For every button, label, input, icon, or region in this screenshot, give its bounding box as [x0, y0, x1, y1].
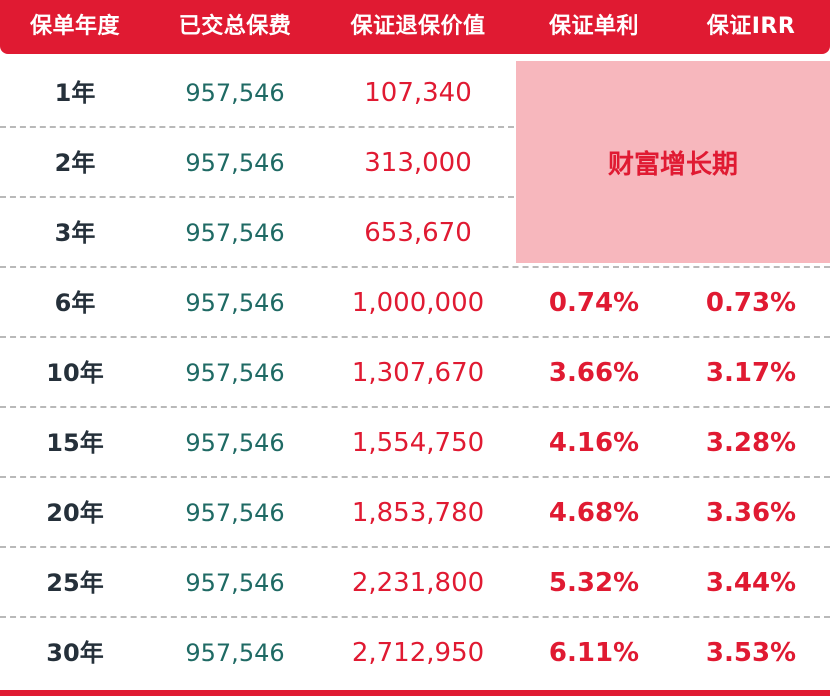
header-surrender-value: 保证退保价值 [350, 14, 486, 39]
table-row: 6年 957,546 1,000,000 0.74% 0.73% [0, 268, 830, 338]
row-divider [0, 476, 830, 478]
cell-year: 3年 [54, 219, 96, 247]
cell-value: 2,231,800 [351, 568, 485, 598]
header-policy-year: 保单年度 [29, 14, 120, 39]
row-divider [0, 546, 830, 548]
cell-year: 1年 [54, 79, 96, 107]
cell-irr [672, 58, 830, 128]
cell-simple [516, 128, 672, 198]
table-bottom-border [0, 690, 830, 696]
cell-premium: 957,546 [185, 219, 285, 247]
cell-year: 10年 [46, 359, 104, 387]
cell-simple: 6.11% [548, 638, 640, 668]
header-total-premium: 已交总保费 [178, 14, 292, 39]
cell-year: 6年 [54, 289, 96, 317]
row-divider [0, 196, 514, 198]
cell-simple: 4.16% [548, 428, 640, 458]
cell-irr [672, 198, 830, 268]
cell-simple: 4.68% [548, 498, 640, 528]
table-row: 3年 957,546 653,670 [0, 198, 830, 268]
table-header: 保单年度 已交总保费 保证退保价值 保证单利 保证IRR [0, 0, 830, 54]
cell-premium: 957,546 [185, 429, 285, 457]
cell-irr: 0.73% [705, 288, 797, 318]
row-divider [0, 126, 514, 128]
cell-premium: 957,546 [185, 289, 285, 317]
cell-year: 30年 [46, 639, 104, 667]
cell-premium: 957,546 [185, 79, 285, 107]
cell-irr: 3.53% [705, 638, 797, 668]
cell-value: 1,554,750 [351, 428, 485, 458]
cell-simple [516, 198, 672, 268]
row-divider [0, 406, 830, 408]
cell-simple [516, 58, 672, 128]
cell-irr: 3.17% [705, 358, 797, 388]
cell-simple: 0.74% [548, 288, 640, 318]
table-row: 30年 957,546 2,712,950 6.11% 3.53% [0, 618, 830, 688]
cell-premium: 957,546 [185, 639, 285, 667]
row-divider [0, 616, 830, 618]
table-row: 2年 957,546 313,000 [0, 128, 830, 198]
cell-irr: 3.44% [705, 568, 797, 598]
table-row: 10年 957,546 1,307,670 3.66% 3.17% [0, 338, 830, 408]
cell-value: 2,712,950 [351, 638, 485, 668]
header-simple-interest: 保证单利 [548, 14, 639, 39]
cell-simple: 3.66% [548, 358, 640, 388]
cell-premium: 957,546 [185, 569, 285, 597]
cell-premium: 957,546 [185, 499, 285, 527]
header-irr: 保证IRR [706, 14, 796, 39]
cell-value: 653,670 [364, 218, 472, 248]
wealth-growth-period-block: 财富增长期 [516, 61, 830, 263]
cell-value: 107,340 [364, 78, 472, 108]
cell-value: 313,000 [364, 148, 472, 178]
cell-year: 2年 [54, 149, 96, 177]
table-row: 20年 957,546 1,853,780 4.68% 3.36% [0, 478, 830, 548]
cell-year: 25年 [46, 569, 104, 597]
cell-irr [672, 128, 830, 198]
table-row: 25年 957,546 2,231,800 5.32% 3.44% [0, 548, 830, 618]
cell-year: 20年 [46, 499, 104, 527]
cell-premium: 957,546 [185, 149, 285, 177]
cell-value: 1,853,780 [351, 498, 485, 528]
wealth-growth-period-label: 财富增长期 [607, 149, 738, 180]
cell-value: 1,307,670 [351, 358, 485, 388]
cell-premium: 957,546 [185, 359, 285, 387]
table-row: 15年 957,546 1,554,750 4.16% 3.28% [0, 408, 830, 478]
row-divider [0, 336, 830, 338]
table-row: 1年 957,546 107,340 [0, 58, 830, 128]
cell-value: 1,000,000 [351, 288, 485, 318]
cell-year: 15年 [46, 429, 104, 457]
row-divider [0, 266, 830, 268]
cell-simple: 5.32% [548, 568, 640, 598]
cell-irr: 3.28% [705, 428, 797, 458]
cell-irr: 3.36% [705, 498, 797, 528]
